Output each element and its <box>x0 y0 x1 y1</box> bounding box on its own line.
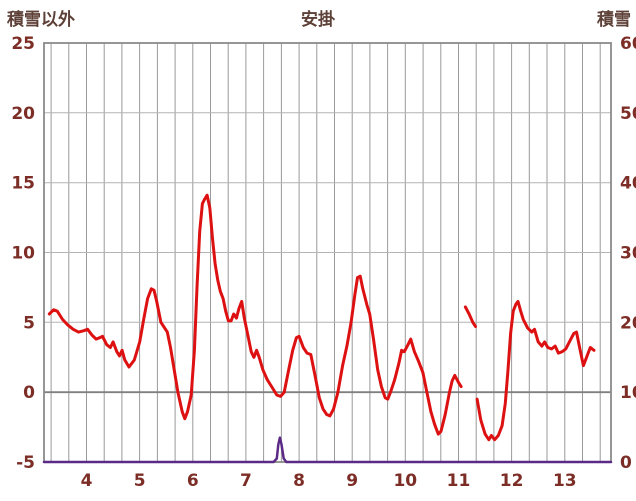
right-axis-title: 積雪 <box>597 10 631 30</box>
left-axis-tick-label: 15 <box>11 174 35 194</box>
series-line-left-axis <box>463 305 477 328</box>
x-axis-tick-label: 9 <box>346 471 358 491</box>
x-axis-tick-label: 8 <box>293 471 305 491</box>
right-axis-tick-label: 20 <box>620 313 636 333</box>
right-axis-tick-label: 30 <box>620 244 636 264</box>
x-axis-tick-label: 12 <box>500 471 524 491</box>
left-axis-tick-label: 25 <box>11 34 35 54</box>
right-axis-tick-label: 50 <box>620 104 636 124</box>
series-line-left-axis <box>47 193 463 436</box>
left-axis-tick-label: 10 <box>11 244 35 264</box>
x-axis-tick-label: 6 <box>187 471 199 491</box>
x-axis-tick-label: 13 <box>553 471 577 491</box>
chart-title: 安掛 <box>301 10 335 30</box>
x-axis-tick-label: 10 <box>393 471 417 491</box>
left-axis-tick-label: 5 <box>23 313 35 333</box>
left-axis-tick-label: 20 <box>11 104 35 124</box>
right-axis-tick-label: 40 <box>620 174 636 194</box>
right-axis-tick-label: 0 <box>620 453 632 473</box>
x-axis-tick-label: 5 <box>134 471 146 491</box>
series-line-left-axis <box>475 299 596 442</box>
x-axis-tick-label: 4 <box>81 471 93 491</box>
left-axis-tick-label: -5 <box>16 453 35 473</box>
left-axis-tick-label: 0 <box>23 383 35 403</box>
left-axis-title: 積雪以外 <box>7 10 75 30</box>
right-axis-tick-label: 10 <box>620 383 636 403</box>
series-line-right-axis <box>42 436 613 464</box>
x-axis-tick-label: 11 <box>447 471 471 491</box>
x-axis-tick-label: 7 <box>240 471 252 491</box>
right-axis-tick-label: 60 <box>620 34 636 54</box>
